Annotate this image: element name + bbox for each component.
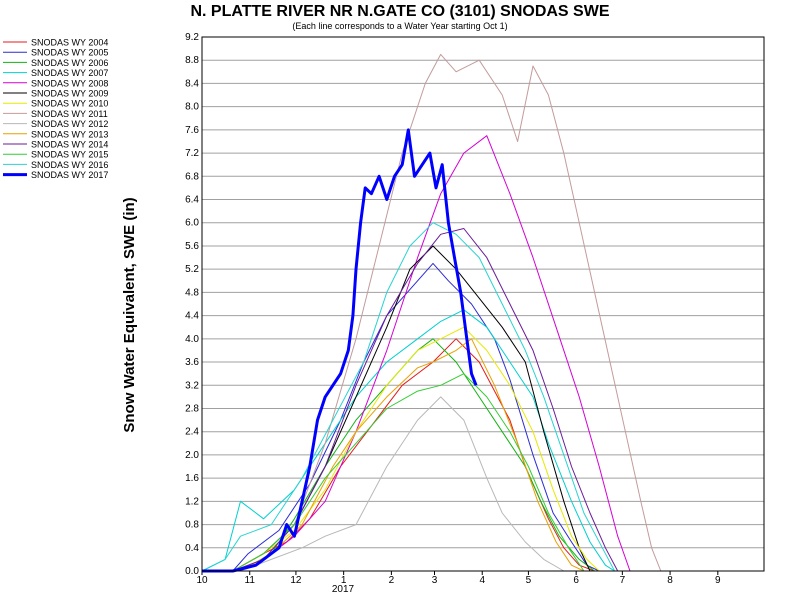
chart-title: N. PLATTE RIVER NR N.GATE CO (3101) SNOD…: [190, 3, 609, 20]
y-tick-label: 9.2: [185, 32, 199, 43]
x-tick-label: 7: [620, 575, 626, 586]
y-tick-label: 0.0: [185, 566, 199, 577]
x-tick-label: 1: [341, 575, 347, 586]
grid-lines: [202, 59, 764, 549]
y-tick-label: 7.2: [185, 148, 199, 159]
y-tick-label: 0.4: [185, 543, 199, 554]
y-tick-label: 2.8: [185, 403, 199, 414]
y-axis-label: Snow Water Equivalent, SWE (in): [121, 197, 138, 432]
y-tick-label: 2.0: [185, 450, 199, 461]
y-tick-label: 8.8: [185, 55, 199, 66]
y-tick-label: 6.4: [185, 195, 199, 206]
y-tick-label: 8.0: [185, 102, 199, 113]
y-tick-label: 5.2: [185, 264, 199, 275]
legend-label: SNODAS WY 2011: [31, 109, 108, 119]
legend-label: SNODAS WY 2015: [31, 150, 108, 160]
x-tick-label: 4: [479, 575, 485, 586]
chart-subtitle: (Each line corresponds to a Water Year s…: [292, 21, 507, 31]
x-tick-label: 10: [196, 575, 208, 586]
plot-frame: [201, 36, 765, 572]
y-tick-label: 4.8: [185, 287, 199, 298]
x-tick-label: 3: [432, 575, 438, 586]
y-tick-label: 8.4: [185, 78, 199, 89]
legend-label: SNODAS WY 2013: [31, 129, 108, 139]
y-tick-label: 1.2: [185, 496, 199, 507]
x-tick-label: 6: [573, 575, 579, 586]
series-lines: [201, 53, 662, 573]
series-line-2005: [202, 262, 600, 572]
y-tick-label: 2.4: [185, 427, 199, 438]
legend-label: SNODAS WY 2012: [31, 119, 108, 129]
x-tick-label: 12: [290, 575, 302, 586]
x-tick-label: 2: [389, 575, 395, 586]
y-axis-ticks: 0.0 0.4 0.8 1.2 1.6 2.0 2.4 2.8 3.2 3.6 4.0 4.4 4.8 5…: [185, 32, 199, 577]
y-tick-label: 3.2: [185, 380, 199, 391]
y-tick-label: 0.8: [185, 520, 199, 531]
y-tick-label: 3.6: [185, 357, 199, 368]
series-line-2010: [202, 326, 600, 572]
series-line-2017: [202, 128, 478, 573]
legend-label: SNODAS WY 2017: [31, 170, 108, 180]
series-line-2011: [202, 53, 662, 572]
x-tick-label: 5: [526, 575, 532, 586]
x-tick-label: 8: [667, 575, 673, 586]
x-axis-ticks: 10 11 12 1 2 3 4 5 6 7 8 9: [196, 571, 721, 586]
y-tick-label: 1.6: [185, 473, 199, 484]
series-line-2007: [201, 309, 615, 572]
legend-label: SNODAS WY 2006: [31, 58, 108, 68]
legend-label: SNODAS WY 2016: [31, 160, 108, 170]
legend-label: SNODAS WY 2007: [31, 68, 108, 78]
series-line-2016: [201, 222, 616, 572]
y-tick-label: 4.0: [185, 334, 199, 345]
series-line-2012: [202, 396, 565, 572]
y-tick-label: 4.4: [185, 311, 199, 322]
y-tick-label: 6.8: [185, 171, 199, 182]
series-line-2006: [202, 338, 595, 572]
y-tick-label: 6.0: [185, 218, 199, 229]
y-tick-label: 5.6: [185, 241, 199, 252]
series-line-2015: [202, 373, 585, 572]
legend-label: SNODAS WY 2014: [31, 140, 108, 150]
series-line-2008: [202, 135, 631, 572]
x-tick-label: 11: [245, 575, 256, 586]
x-axis-year-label: 2017: [332, 584, 355, 595]
legend-label: SNODAS WY 2008: [31, 78, 108, 88]
legend-label: SNODAS WY 2005: [31, 48, 108, 58]
y-tick-label: 7.6: [185, 125, 199, 136]
x-tick-label: 9: [715, 575, 721, 586]
legend-label: SNODAS WY 2004: [31, 38, 108, 48]
legend-label: SNODAS WY 2009: [31, 89, 108, 99]
legend-label: SNODAS WY 2010: [31, 99, 108, 109]
